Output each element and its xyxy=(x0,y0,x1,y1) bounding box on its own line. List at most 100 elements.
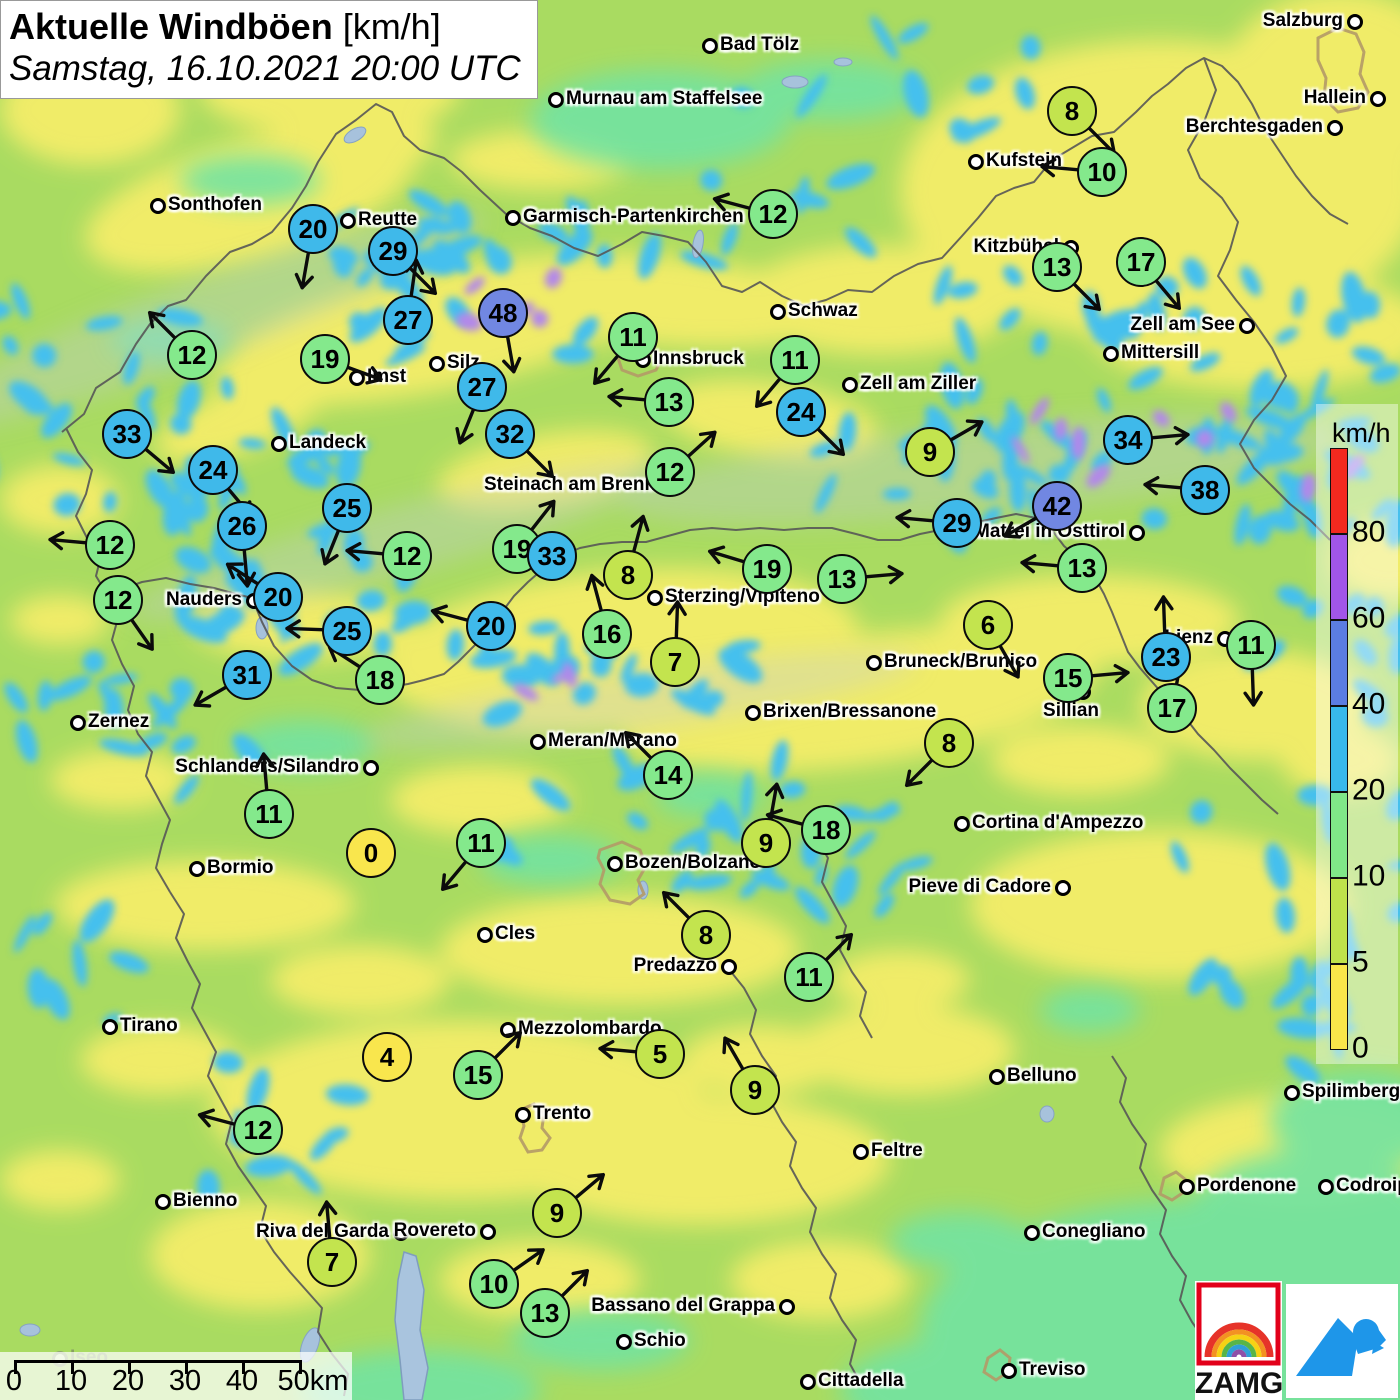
city-label: Schio xyxy=(634,1330,686,1351)
map-title: Aktuelle Windböen [km/h] xyxy=(9,6,441,47)
city-label: Sterzing/Vipiteno xyxy=(665,586,820,607)
city-dot xyxy=(150,198,166,214)
city-label: Codroipo xyxy=(1336,1175,1400,1196)
city-dot xyxy=(70,715,86,731)
station-wind-gust-value: 8 xyxy=(681,910,731,960)
station-wind-gust-value: 8 xyxy=(1047,86,1097,136)
wind-direction-arrow xyxy=(255,752,275,791)
city-dot xyxy=(607,856,623,872)
city-dot xyxy=(647,590,663,606)
city-dot xyxy=(616,1334,632,1350)
scale-tick xyxy=(128,1360,131,1374)
wind-direction-arrow xyxy=(686,430,717,457)
station-wind-gust-value: 34 xyxy=(1103,415,1153,465)
station-wind-gust-value: 0 xyxy=(346,828,396,878)
legend-unit-label: km/h xyxy=(1332,418,1391,448)
wind-direction-arrow xyxy=(346,365,384,385)
city-dot xyxy=(1179,1179,1195,1195)
zamg-rainbow-icon xyxy=(1196,1282,1281,1366)
station-wind-gust-value: 25 xyxy=(322,483,372,533)
wind-direction-arrow xyxy=(1151,426,1190,446)
wind-direction-arrow xyxy=(530,500,556,531)
legend-tick-label: 0 xyxy=(1352,1031,1369,1065)
station-wind-gust-value: 6 xyxy=(963,600,1013,650)
city-dot xyxy=(515,1107,531,1123)
wind-direction-arrow xyxy=(623,730,653,760)
zamg-logo-text: ZAMG xyxy=(1195,1367,1284,1400)
city-dot xyxy=(842,377,858,393)
city-label: Nauders xyxy=(165,589,242,610)
city-dot xyxy=(1239,318,1255,334)
scale-label: 10 xyxy=(54,1365,88,1397)
wind-direction-arrow xyxy=(454,408,475,445)
wind-direction-arrow xyxy=(318,1200,338,1239)
wind-direction-arrow xyxy=(895,509,934,529)
city-label: Cittadella xyxy=(818,1370,904,1391)
wind-direction-arrow xyxy=(130,618,155,651)
city-dot xyxy=(745,705,761,721)
city-dot xyxy=(429,356,445,372)
city-dot xyxy=(968,154,984,170)
scale-tick xyxy=(71,1360,74,1374)
city-dot xyxy=(1347,14,1363,30)
legend-tick-label: 60 xyxy=(1352,601,1386,635)
legend-band xyxy=(1330,534,1348,620)
station-wind-gust-value: 11 xyxy=(1226,620,1276,670)
legend-band xyxy=(1330,878,1348,964)
tirol-mountain-icon xyxy=(1296,1318,1386,1376)
station-wind-gust-value: 13 xyxy=(1032,242,1082,292)
wind-direction-arrow xyxy=(144,448,175,475)
wind-direction-arrow xyxy=(607,388,646,408)
station-wind-gust-value: 15 xyxy=(453,1050,503,1100)
city-label: Zell am See xyxy=(1130,314,1235,335)
legend-band xyxy=(1330,706,1348,792)
station-wind-gust-value: 11 xyxy=(456,818,506,868)
city-label: Trento xyxy=(533,1103,592,1124)
city-label: Sonthofen xyxy=(168,194,262,215)
city-dot xyxy=(340,213,356,229)
legend-tick-label: 5 xyxy=(1352,945,1369,979)
wind-direction-arrow xyxy=(754,377,781,408)
station-wind-gust-value: 23 xyxy=(1141,632,1191,682)
legend-band xyxy=(1330,964,1348,1050)
station-wind-gust-value: 11 xyxy=(784,952,834,1002)
wind-direction-arrow xyxy=(816,427,846,457)
tirol-logo xyxy=(1286,1284,1398,1398)
city-dot xyxy=(530,734,546,750)
station-wind-gust-value: 19 xyxy=(300,334,350,384)
wind-direction-arrow xyxy=(574,1172,605,1199)
station-wind-gust-value: 9 xyxy=(905,427,955,477)
city-dot xyxy=(1370,91,1386,107)
wind-direction-arrow xyxy=(764,782,784,821)
wind-direction-arrow xyxy=(865,565,904,585)
wind-direction-arrow xyxy=(949,419,984,442)
station-wind-gust-value: 7 xyxy=(650,637,700,687)
wind-direction-arrow xyxy=(1020,554,1059,574)
station-wind-gust-value: 11 xyxy=(770,335,820,385)
wind-direction-arrow xyxy=(48,531,87,551)
city-label: Steinach am Brenner xyxy=(483,474,675,495)
city-label: Predazzo xyxy=(633,955,717,976)
station-wind-gust-value: 26 xyxy=(217,501,267,551)
city-label: Murnau am Staffelsee xyxy=(566,88,763,109)
wind-direction-arrow xyxy=(707,545,745,565)
wind-direction-arrow xyxy=(1072,282,1102,312)
city-label: Meran/Merano xyxy=(548,730,677,751)
station-wind-gust-value: 32 xyxy=(485,409,535,459)
city-dot xyxy=(363,760,379,776)
legend-tick-label: 40 xyxy=(1352,687,1386,721)
city-label: Innsbruck xyxy=(653,348,744,369)
legend-band xyxy=(1330,620,1348,706)
city-dot xyxy=(1055,880,1071,896)
city-dot xyxy=(853,1144,869,1160)
wind-direction-arrow xyxy=(1040,158,1079,178)
station-wind-gust-value: 9 xyxy=(730,1065,780,1115)
station-wind-gust-value: 12 xyxy=(233,1105,283,1155)
map-subtitle: Samstag, 16.10.2021 20:00 UTC xyxy=(9,49,521,89)
station-wind-gust-value: 7 xyxy=(307,1237,357,1287)
station-wind-gust-value: 20 xyxy=(466,601,516,651)
station-wind-gust-value: 27 xyxy=(457,362,507,412)
wind-direction-arrow xyxy=(1091,664,1130,684)
station-wind-gust-value: 20 xyxy=(288,204,338,254)
